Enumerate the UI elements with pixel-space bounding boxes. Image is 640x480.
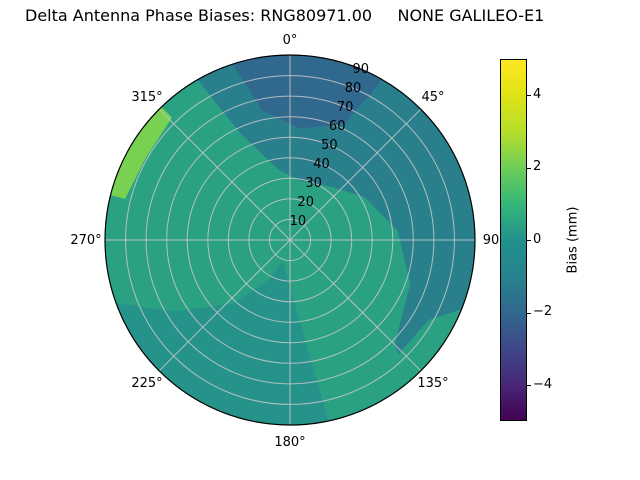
angular-tick-labels: 0° 45° 90 135° 180° 225° 270° 315° <box>70 33 499 450</box>
radial-tick-label: 80 <box>345 81 362 96</box>
bias-region-top-blue-cap <box>232 55 383 129</box>
angular-tick-label: 315° <box>131 90 162 105</box>
radial-tick-label: 60 <box>329 119 346 134</box>
colorbar-tick <box>527 95 531 96</box>
colorbar-tick-label: 0 <box>533 232 542 247</box>
colorbar-tick <box>527 385 531 386</box>
colorbar-tick-label: −4 <box>533 377 553 392</box>
colorbar-axis-label: Bias (mm) <box>565 206 581 274</box>
bias-region-upper-right-teal <box>197 55 475 382</box>
colorbar-tick-label: −2 <box>533 304 553 319</box>
bias-region-upper-left-sliver <box>110 106 172 199</box>
radial-tick-label: 90 <box>353 62 370 77</box>
radial-tick-label: 70 <box>337 100 354 115</box>
angular-tick-label: 0° <box>283 33 298 48</box>
angular-tick-label: 180° <box>274 435 305 450</box>
angular-gridlines <box>105 55 475 425</box>
colorbar-tick <box>527 240 531 241</box>
colorbar-gradient <box>500 59 527 421</box>
colorbar-tick-label: 4 <box>533 87 542 102</box>
radial-tick-label: 30 <box>305 176 322 191</box>
radial-tick-label: 10 <box>290 214 307 229</box>
angular-tick-label: 225° <box>131 376 162 391</box>
plot-boundary <box>104 54 476 426</box>
radial-tick-label: 20 <box>297 195 314 210</box>
radial-tick-label: 50 <box>321 138 338 153</box>
colorbar-tick <box>527 312 531 314</box>
radial-tick-label: 40 <box>313 157 330 172</box>
figure-title: Delta Antenna Phase Biases: RNG80971.00 … <box>25 6 545 25</box>
radial-tick-labels: 10 20 30 40 50 60 70 80 90 <box>290 62 369 229</box>
bias-region-lower-right-patch <box>395 309 462 382</box>
angular-tick-label: 45° <box>421 90 444 105</box>
angular-tick-label: 90 <box>483 233 500 248</box>
colorbar-tick-label: 2 <box>533 159 542 174</box>
angular-tick-label: 135° <box>417 376 448 391</box>
angular-tick-label: 270° <box>70 233 101 248</box>
colorbar-tick <box>527 167 531 169</box>
